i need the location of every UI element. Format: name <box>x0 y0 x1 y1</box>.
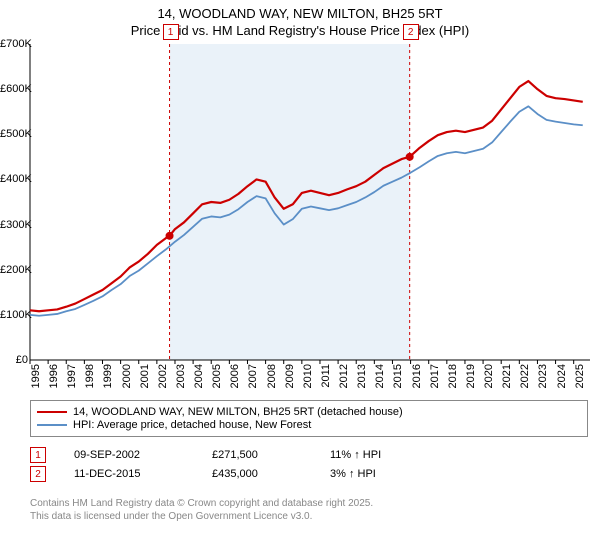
transaction-price: £271,500 <box>212 449 302 461</box>
legend-swatch <box>37 424 67 426</box>
series-price_paid <box>30 81 583 311</box>
chart-svg <box>30 44 590 360</box>
callout-badge: 1 <box>163 24 179 40</box>
plot-area: £0£100K£200K£300K£400K£500K£600K£700K199… <box>30 44 590 360</box>
legend-item: HPI: Average price, detached house, New … <box>37 419 581 431</box>
transaction-row: 2 11-DEC-2015 £435,000 3% ↑ HPI <box>30 466 588 482</box>
legend-label: 14, WOODLAND WAY, NEW MILTON, BH25 5RT (… <box>73 406 403 418</box>
legend-item: 14, WOODLAND WAY, NEW MILTON, BH25 5RT (… <box>37 406 581 418</box>
y-axis-label: £300K <box>0 219 28 231</box>
legend-label: HPI: Average price, detached house, New … <box>73 419 311 431</box>
title-address: 14, WOODLAND WAY, NEW MILTON, BH25 5RT <box>0 6 600 23</box>
y-axis-label: £200K <box>0 264 28 276</box>
transaction-row: 1 09-SEP-2002 £271,500 11% ↑ HPI <box>30 447 588 463</box>
transaction-delta: 11% ↑ HPI <box>330 449 381 461</box>
transaction-badge: 2 <box>30 466 46 482</box>
y-axis-label: £500K <box>0 128 28 140</box>
transaction-date: 09-SEP-2002 <box>74 449 184 461</box>
copyright-notice: Contains HM Land Registry data © Crown c… <box>30 498 588 523</box>
transaction-marker <box>406 153 414 161</box>
y-axis-label: £100K <box>0 309 28 321</box>
copyright-line: This data is licensed under the Open Gov… <box>30 511 588 524</box>
transaction-badge: 1 <box>30 447 46 463</box>
transaction-price: £435,000 <box>212 468 302 480</box>
callout-badge: 2 <box>403 24 419 40</box>
transaction-marker <box>166 232 174 240</box>
transaction-table: 1 09-SEP-2002 £271,500 11% ↑ HPI 2 11-DEC-201… <box>30 444 588 485</box>
y-axis-label: £700K <box>0 38 28 50</box>
transaction-delta: 3% ↑ HPI <box>330 468 376 480</box>
series-hpi <box>30 106 583 315</box>
legend-swatch <box>37 411 67 413</box>
title-subtitle: Price paid vs. HM Land Registry's House … <box>0 23 600 40</box>
y-axis-label: £400K <box>0 173 28 185</box>
copyright-line: Contains HM Land Registry data © Crown c… <box>30 498 588 511</box>
transaction-date: 11-DEC-2015 <box>74 468 184 480</box>
y-axis-label: £0 <box>0 354 28 366</box>
chart-title: 14, WOODLAND WAY, NEW MILTON, BH25 5RT P… <box>0 0 600 40</box>
y-axis-label: £600K <box>0 83 28 95</box>
legend: 14, WOODLAND WAY, NEW MILTON, BH25 5RT (… <box>30 400 588 437</box>
